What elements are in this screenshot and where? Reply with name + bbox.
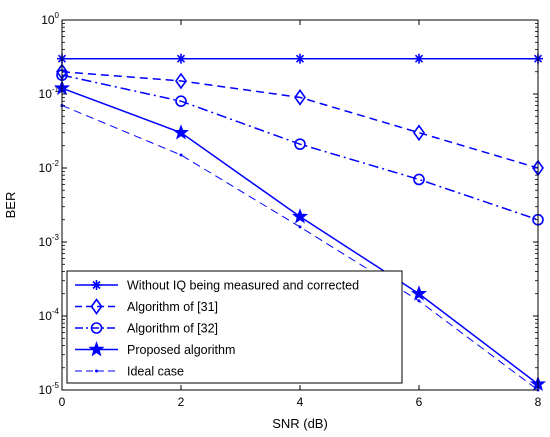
series-3-point <box>294 138 306 150</box>
series-4-point <box>291 208 309 224</box>
y-tick-base: 10 <box>39 161 53 175</box>
y-tick-exponent: -4 <box>52 307 60 316</box>
legend-marker-2 <box>90 298 103 315</box>
series-4-point <box>172 124 190 140</box>
legend: Without IQ being measured and corrected A… <box>66 270 403 384</box>
legend-marker-3 <box>90 322 103 334</box>
asterisk-stroke <box>414 54 424 63</box>
legend-marker-1 <box>91 280 102 290</box>
x-tick-label: 6 <box>416 395 423 409</box>
series-2-point <box>175 72 187 90</box>
y-tick-base: 10 <box>39 87 53 101</box>
legend-label-5: Ideal case <box>127 365 184 379</box>
series-2-line <box>61 70 539 169</box>
y-tick-label: 10-2 <box>39 159 60 175</box>
legend-marker-5 <box>95 369 98 373</box>
y-tick-exponent: -3 <box>52 233 60 242</box>
y-tick-label: 10-1 <box>39 85 60 101</box>
y-tick-label: 10-3 <box>39 233 60 249</box>
asterisk-stroke <box>176 54 186 63</box>
series-1-point <box>176 53 186 64</box>
y-tick-base: 10 <box>39 235 53 249</box>
x-tick-label: 4 <box>297 395 304 409</box>
x-axis-label: SNR (dB) <box>272 416 328 431</box>
legend-label-1: Without IQ being measured and corrected <box>127 279 359 293</box>
plot-frame <box>61 19 539 391</box>
series-2 <box>56 63 544 177</box>
legend-label-4: Proposed algorithm <box>127 343 235 357</box>
x-tick-label: 8 <box>535 395 542 409</box>
y-tick-exponent: 0 <box>55 11 60 20</box>
legend-marker-4 <box>88 341 105 357</box>
y-tick-exponent: -2 <box>52 159 60 168</box>
x-tick-label: 0 <box>59 395 66 409</box>
series-2-point <box>294 89 306 106</box>
y-tick-exponent: -5 <box>52 381 60 390</box>
asterisk-stroke <box>295 54 305 63</box>
asterisk-stroke <box>92 280 101 290</box>
legend-label-2: Algorithm of [31] <box>127 300 218 314</box>
series-5 <box>60 103 540 392</box>
y-tick-base: 10 <box>39 383 53 397</box>
series-2-point <box>413 124 425 142</box>
y-tick-label: 10-5 <box>39 381 60 397</box>
y-tick-exponent: -1 <box>52 85 60 94</box>
series-3-line <box>61 74 539 221</box>
x-tick-label: 2 <box>178 395 185 409</box>
legend-box <box>66 270 403 384</box>
y-tick-label: 10-4 <box>39 307 60 323</box>
series-5-point <box>417 299 421 303</box>
series-1-point <box>295 53 305 64</box>
series-1-point <box>414 53 424 64</box>
series-5-point <box>298 225 302 229</box>
y-axis-label: BER <box>3 192 18 219</box>
y-tick-label: 100 <box>41 11 59 27</box>
series-5-point <box>179 153 183 157</box>
y-tick-base: 10 <box>41 13 55 27</box>
series-4-point <box>410 285 428 301</box>
y-tick-base: 10 <box>39 309 53 323</box>
series-3-point <box>413 173 425 186</box>
series-3-point <box>175 95 187 107</box>
legend-label-3: Algorithm of [32] <box>127 322 218 336</box>
